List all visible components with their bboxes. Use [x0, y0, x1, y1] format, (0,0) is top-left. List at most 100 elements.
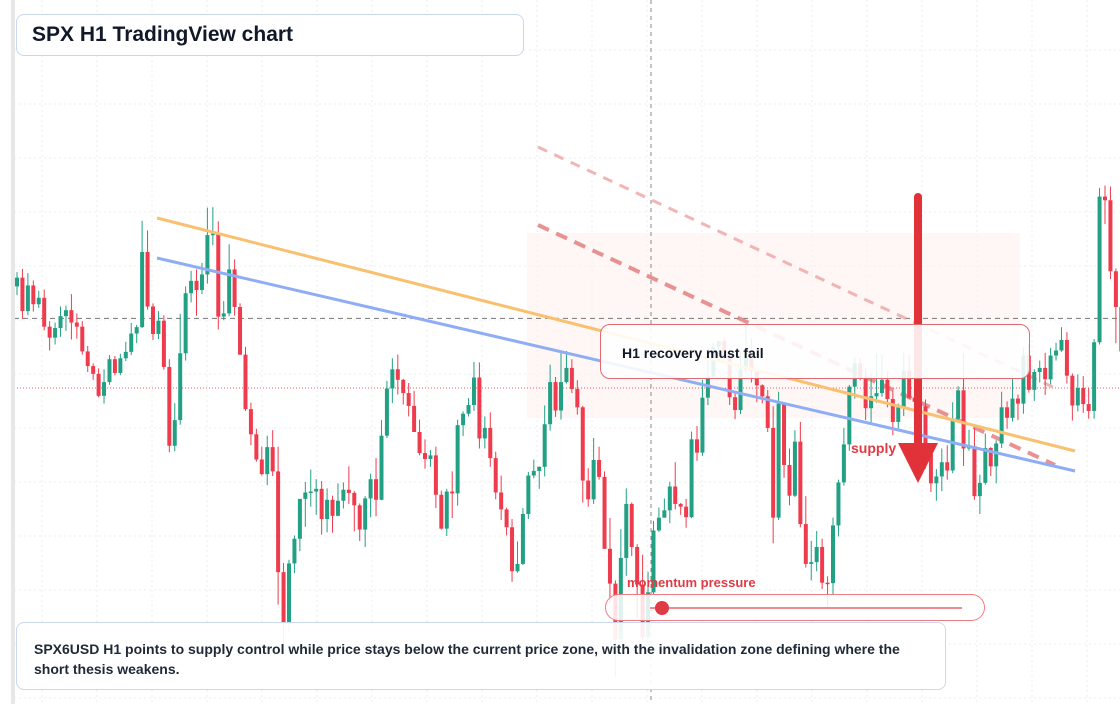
- candle[interactable]: [210, 207, 215, 246]
- candle[interactable]: [145, 230, 150, 310]
- candle[interactable]: [140, 220, 145, 329]
- candle[interactable]: [934, 469, 939, 501]
- candle[interactable]: [820, 538, 825, 590]
- candle[interactable]: [1064, 332, 1069, 384]
- candle[interactable]: [765, 389, 770, 433]
- momentum-slider[interactable]: [605, 594, 985, 621]
- candle[interactable]: [259, 446, 264, 476]
- candle[interactable]: [792, 430, 797, 498]
- candle[interactable]: [325, 488, 330, 533]
- candle[interactable]: [221, 301, 226, 321]
- candle[interactable]: [1092, 339, 1097, 419]
- candle[interactable]: [950, 402, 955, 474]
- candle[interactable]: [450, 471, 455, 519]
- candle[interactable]: [335, 483, 340, 517]
- candle[interactable]: [91, 363, 96, 380]
- candle[interactable]: [1059, 327, 1064, 352]
- candle[interactable]: [238, 303, 243, 356]
- candle[interactable]: [227, 244, 232, 317]
- candle[interactable]: [553, 377, 558, 417]
- candle[interactable]: [395, 354, 400, 395]
- candle[interactable]: [1043, 352, 1048, 395]
- candle[interactable]: [178, 313, 183, 425]
- candle[interactable]: [607, 518, 612, 604]
- candle[interactable]: [477, 362, 482, 449]
- candle[interactable]: [656, 507, 661, 532]
- candle[interactable]: [1005, 401, 1010, 429]
- candle[interactable]: [689, 431, 694, 519]
- candle[interactable]: [499, 475, 504, 520]
- candle[interactable]: [156, 311, 161, 340]
- candle[interactable]: [417, 419, 422, 456]
- candle[interactable]: [537, 466, 542, 489]
- candle[interactable]: [1103, 185, 1107, 225]
- candle[interactable]: [53, 322, 58, 345]
- candle[interactable]: [515, 541, 520, 573]
- candle[interactable]: [129, 323, 134, 356]
- candle[interactable]: [183, 286, 188, 361]
- candle[interactable]: [809, 541, 814, 581]
- candle[interactable]: [379, 420, 384, 501]
- candle[interactable]: [96, 368, 101, 398]
- candle[interactable]: [896, 403, 901, 429]
- candle[interactable]: [69, 294, 74, 340]
- candle[interactable]: [151, 303, 155, 340]
- candle[interactable]: [444, 488, 449, 536]
- candle[interactable]: [20, 268, 25, 319]
- candle[interactable]: [80, 321, 85, 355]
- candle[interactable]: [102, 369, 107, 404]
- candle[interactable]: [1086, 388, 1091, 419]
- candle[interactable]: [520, 508, 525, 565]
- candle[interactable]: [945, 445, 950, 480]
- candle[interactable]: [814, 530, 819, 572]
- momentum-knob[interactable]: [655, 601, 670, 615]
- candle[interactable]: [591, 437, 596, 504]
- candle[interactable]: [390, 358, 395, 404]
- candle[interactable]: [782, 402, 787, 478]
- candle[interactable]: [167, 359, 172, 453]
- candle[interactable]: [25, 273, 30, 316]
- candle[interactable]: [564, 350, 569, 384]
- candle[interactable]: [760, 384, 765, 404]
- candle[interactable]: [831, 517, 835, 595]
- candle[interactable]: [248, 402, 253, 446]
- candle[interactable]: [58, 306, 63, 337]
- candle[interactable]: [346, 466, 351, 504]
- candle[interactable]: [161, 315, 166, 370]
- candle[interactable]: [493, 451, 498, 500]
- candle[interactable]: [1015, 394, 1020, 421]
- candle[interactable]: [1032, 369, 1037, 401]
- candle[interactable]: [733, 391, 738, 420]
- candle[interactable]: [134, 324, 139, 344]
- candle[interactable]: [287, 559, 291, 632]
- candle[interactable]: [406, 383, 411, 417]
- candle[interactable]: [374, 458, 379, 517]
- candle[interactable]: [695, 426, 699, 461]
- candle[interactable]: [308, 469, 313, 507]
- candle[interactable]: [700, 379, 705, 456]
- candle[interactable]: [330, 495, 335, 533]
- candle[interactable]: [172, 403, 177, 452]
- candle[interactable]: [569, 359, 574, 394]
- candle[interactable]: [1075, 374, 1080, 412]
- candle[interactable]: [977, 474, 982, 514]
- candle[interactable]: [836, 479, 841, 537]
- candle[interactable]: [85, 345, 90, 373]
- candle[interactable]: [1113, 268, 1118, 344]
- candle[interactable]: [74, 313, 79, 339]
- candle[interactable]: [1048, 347, 1053, 385]
- candle[interactable]: [542, 405, 547, 477]
- candle[interactable]: [401, 378, 406, 405]
- candle[interactable]: [928, 453, 933, 493]
- candle[interactable]: [118, 353, 123, 376]
- candle[interactable]: [803, 496, 808, 568]
- candle[interactable]: [531, 459, 536, 479]
- candle[interactable]: [678, 503, 683, 515]
- candle[interactable]: [1097, 187, 1102, 345]
- candle[interactable]: [999, 391, 1004, 449]
- candle[interactable]: [265, 435, 270, 486]
- candle[interactable]: [956, 386, 961, 420]
- candle[interactable]: [303, 481, 308, 527]
- candle[interactable]: [471, 361, 476, 411]
- candle[interactable]: [939, 448, 944, 492]
